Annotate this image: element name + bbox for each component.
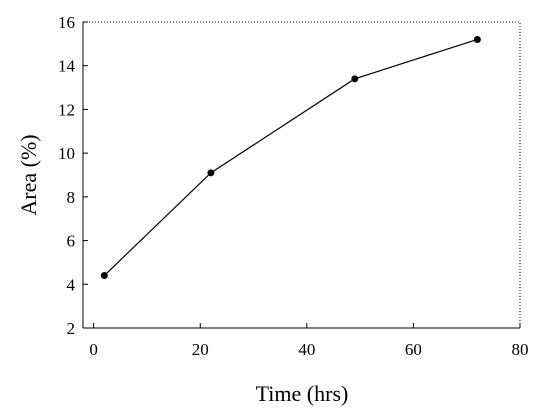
data-point bbox=[207, 169, 215, 177]
y-axis-ticks: 2 4 6 8 10 12 14 16 bbox=[58, 13, 88, 338]
y-tick-label: 2 bbox=[67, 319, 76, 338]
data-point bbox=[100, 272, 108, 280]
y-tick-label: 12 bbox=[58, 100, 75, 119]
y-tick-label: 16 bbox=[58, 13, 75, 32]
x-tick-label: 80 bbox=[512, 340, 529, 359]
y-tick-label: 14 bbox=[58, 57, 76, 76]
y-tick-label: 4 bbox=[67, 275, 76, 294]
x-axis-label: Time (hrs) bbox=[256, 381, 349, 406]
x-tick-label: 60 bbox=[405, 340, 422, 359]
x-tick-label: 20 bbox=[192, 340, 209, 359]
y-tick-label: 8 bbox=[67, 188, 76, 207]
x-tick-label: 0 bbox=[89, 340, 98, 359]
y-tick-label: 10 bbox=[58, 144, 75, 163]
y-axis-label: Area (%) bbox=[16, 134, 41, 215]
data-point bbox=[473, 35, 481, 43]
series-line bbox=[103, 38, 478, 276]
plot-frame bbox=[82, 21, 521, 329]
data-point bbox=[351, 75, 359, 83]
series-group bbox=[100, 35, 481, 280]
x-tick-label: 40 bbox=[298, 340, 315, 359]
x-axis-ticks: 0 20 40 60 80 bbox=[89, 323, 529, 359]
y-tick-label: 6 bbox=[67, 232, 76, 251]
